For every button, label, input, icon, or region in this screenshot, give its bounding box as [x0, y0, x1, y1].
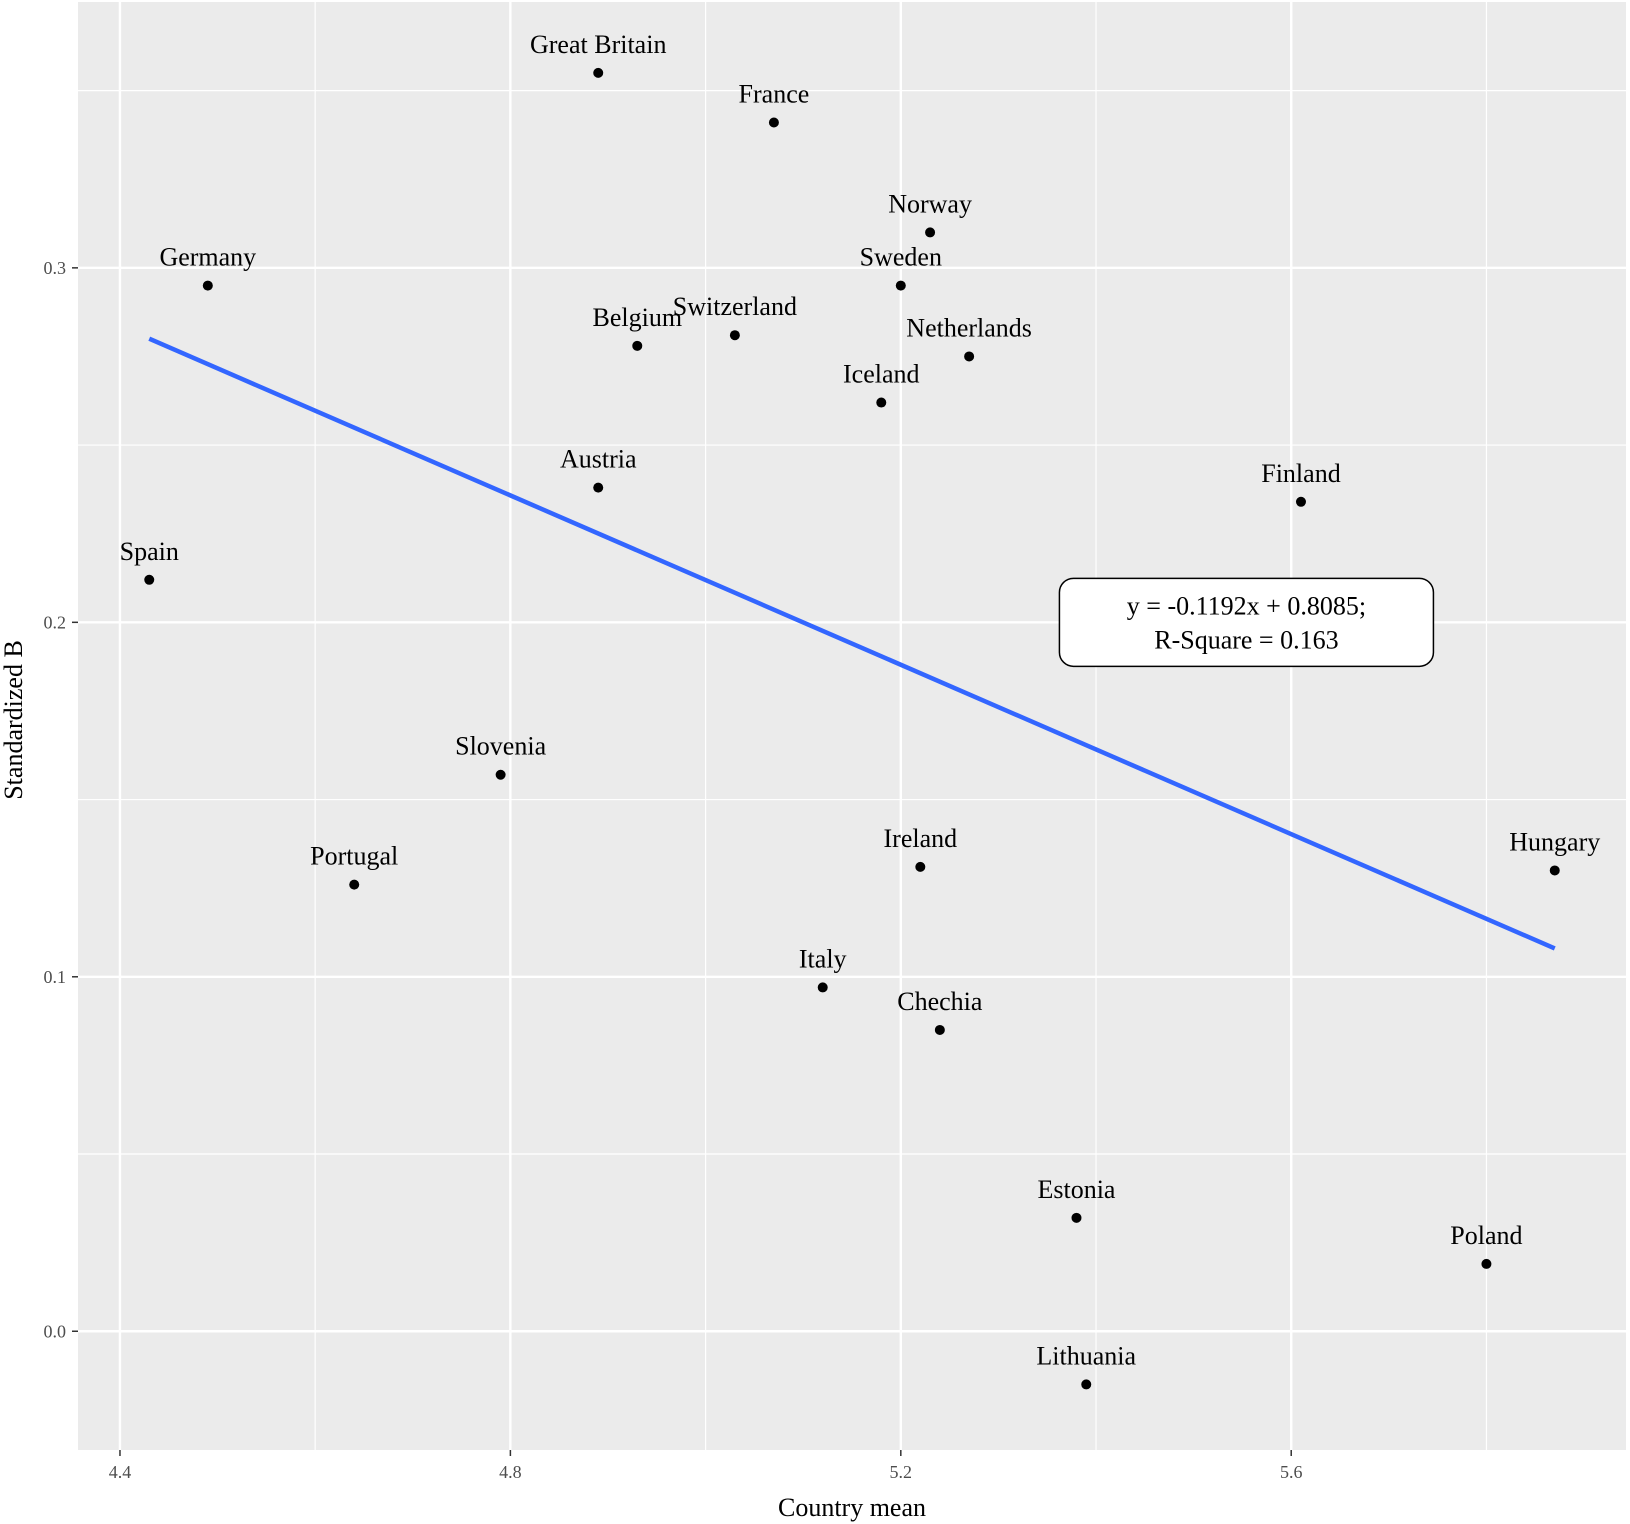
major-gridlines [78, 2, 1626, 1450]
point-label: Italy [799, 944, 847, 973]
plot-panel [78, 2, 1626, 1450]
point-label: Iceland [843, 360, 920, 389]
point-label: Estonia [1037, 1175, 1115, 1204]
data-point [144, 574, 155, 585]
point-label: Slovenia [455, 732, 546, 761]
point-label: Hungary [1509, 827, 1600, 856]
point-label: Lithuania [1036, 1341, 1136, 1370]
point-label: Chechia [897, 987, 983, 1016]
x-tick-label: 5.6 [1280, 1462, 1303, 1482]
data-point [768, 117, 779, 128]
point-label: Switzerland [673, 292, 797, 321]
y-tick-label: 0.2 [44, 612, 67, 632]
data-points [144, 67, 1560, 1390]
data-point [593, 67, 604, 78]
data-point [817, 982, 828, 993]
data-point [876, 397, 887, 408]
x-axis-title: Country mean [778, 1493, 926, 1522]
data-point [964, 351, 975, 362]
equation-line: y = -0.1192x + 0.8085; [1127, 591, 1366, 620]
point-label: Portugal [310, 842, 398, 871]
point-label: Great Britain [530, 30, 666, 59]
point-label: Belgium [592, 303, 682, 332]
point-labels: Great Britain France Norway Germany Sweden Be… [120, 30, 1601, 1371]
y-tick-label: 0.0 [44, 1321, 67, 1341]
data-point [1481, 1258, 1492, 1269]
point-label: Ireland [884, 824, 958, 853]
data-point [934, 1024, 945, 1035]
equation-line: R-Square = 0.163 [1154, 625, 1338, 654]
data-point [202, 280, 213, 291]
point-label: Finland [1261, 459, 1340, 488]
data-point [1549, 865, 1560, 876]
point-label: France [739, 80, 810, 109]
point-label: Poland [1450, 1221, 1522, 1250]
data-point [1071, 1212, 1082, 1223]
equation-annotation: y = -0.1192x + 0.8085; R-Square = 0.163 [1058, 577, 1435, 668]
y-axis-ticks: 0.0 0.1 0.2 0.3 [44, 258, 78, 1341]
point-label: Spain [120, 537, 179, 566]
data-point [1081, 1379, 1092, 1390]
data-point [915, 861, 926, 872]
point-label: Austria [560, 445, 637, 474]
equation-box [1058, 577, 1435, 668]
data-point [349, 879, 360, 890]
minor-gridlines [78, 2, 1626, 1450]
point-label: Netherlands [906, 313, 1032, 342]
data-point [895, 280, 906, 291]
y-axis-title: Standardized B [0, 640, 28, 800]
y-tick-label: 0.3 [44, 258, 67, 278]
trend-line-group [148, 336, 1556, 951]
data-point [1295, 496, 1306, 507]
y-tick-label: 0.1 [44, 967, 67, 987]
data-point [729, 330, 740, 341]
x-tick-label: 4.4 [109, 1462, 132, 1482]
data-point [925, 227, 936, 238]
x-tick-label: 4.8 [499, 1462, 522, 1482]
regression-line [148, 336, 1556, 951]
x-tick-label: 5.2 [890, 1462, 913, 1482]
data-point [495, 769, 506, 780]
point-label: Norway [888, 189, 972, 218]
data-point [632, 340, 643, 351]
point-label: Sweden [860, 243, 942, 272]
data-point [593, 482, 604, 493]
x-axis-ticks: 4.4 4.8 5.2 5.6 [109, 1450, 1303, 1482]
point-label: Germany [159, 243, 256, 272]
